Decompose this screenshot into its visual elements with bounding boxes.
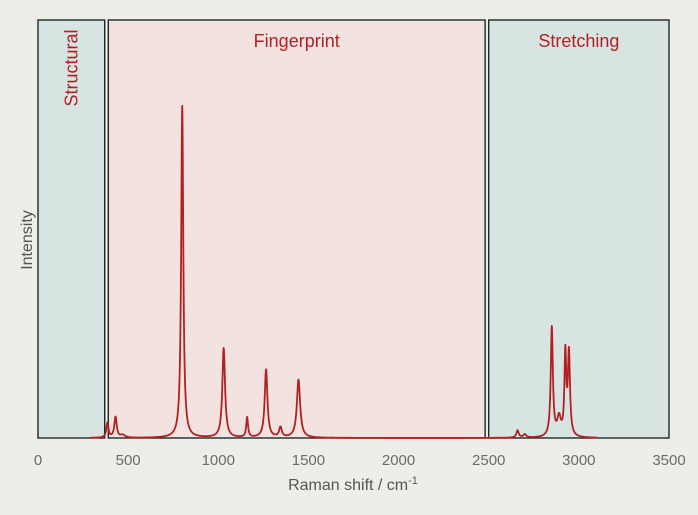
region-structural <box>38 20 105 438</box>
region-structural-border <box>37 19 106 439</box>
region-label-stretching: Stretching <box>538 31 619 51</box>
region-fingerprint <box>108 20 486 438</box>
region-stretching <box>488 20 669 438</box>
region-stretching-border <box>488 19 670 439</box>
spectrum-line-0 <box>89 104 598 439</box>
x-tick-label-3500: 3500 <box>652 452 685 469</box>
y-axis-label: Intensity <box>19 210 36 270</box>
x-tick-label-3000: 3000 <box>562 452 595 469</box>
series-layer <box>89 104 598 439</box>
x-tick-label-1500: 1500 <box>292 452 325 469</box>
x-tick-label-1000: 1000 <box>202 452 235 469</box>
region-labels-layer: Structural Fingerprint Stretching <box>61 29 619 106</box>
region-borders-layer <box>37 19 670 439</box>
x-axis-ticks: 0 500 1000 1500 2000 2500 3000 3500 <box>34 452 686 469</box>
region-label-structural: Structural <box>61 29 81 106</box>
x-tick-label-2500: 2500 <box>472 452 505 469</box>
region-label-fingerprint: Fingerprint <box>254 31 340 51</box>
region-fingerprint-border <box>107 19 486 439</box>
x-tick-label-0: 0 <box>34 452 42 469</box>
x-tick-label-2000: 2000 <box>382 452 415 469</box>
x-axis-label: Raman shift / cm-1 <box>288 475 418 494</box>
regions-layer <box>38 20 669 438</box>
x-tick-label-500: 500 <box>116 452 141 469</box>
